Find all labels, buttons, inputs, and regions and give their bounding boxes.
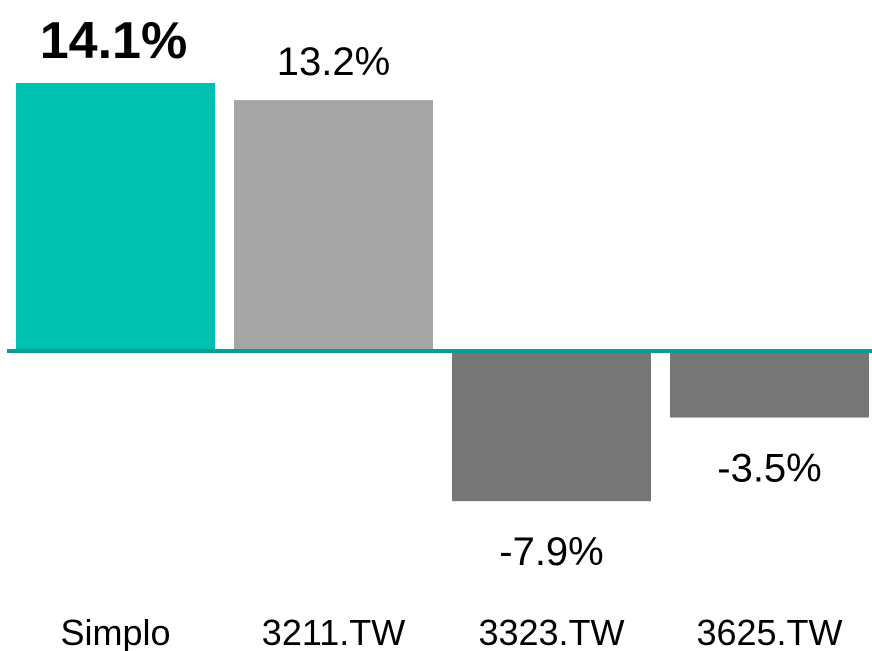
bar bbox=[452, 351, 651, 502]
x-tick-label: Simplo bbox=[60, 612, 170, 651]
value-label: -3.5% bbox=[717, 447, 822, 491]
value-label: 14.1% bbox=[40, 12, 187, 70]
x-tick-label: 3211.TW bbox=[262, 612, 405, 651]
value-label: -7.9% bbox=[499, 530, 604, 574]
x-tick-label: 3323.TW bbox=[478, 612, 624, 651]
value-label: 13.2% bbox=[277, 40, 390, 84]
bar bbox=[16, 83, 215, 351]
x-tick-label: 3625.TW bbox=[696, 612, 842, 651]
bar bbox=[234, 100, 433, 351]
bar bbox=[670, 351, 869, 418]
